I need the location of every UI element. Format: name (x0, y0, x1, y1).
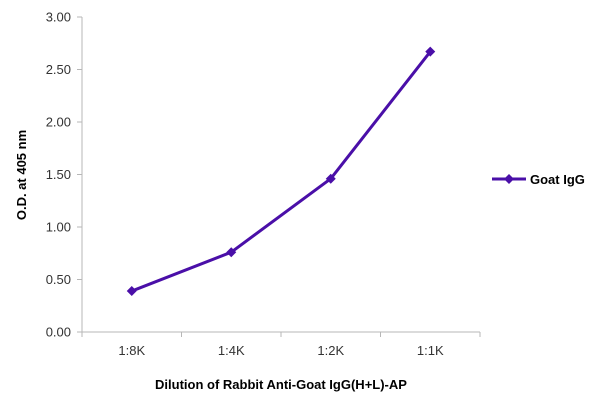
x-tick-label: 1:1K (417, 343, 444, 358)
y-tick-label: 2.50 (46, 62, 71, 77)
legend: Goat IgG (492, 172, 585, 187)
x-tick-label: 1:4K (218, 343, 245, 358)
x-axis-title: Dilution of Rabbit Anti-Goat IgG(H+L)-AP (155, 377, 407, 392)
y-tick-label: 1.00 (46, 220, 71, 235)
y-tick-label: 0.00 (46, 325, 71, 340)
legend-label: Goat IgG (530, 172, 585, 187)
series-line (131, 50, 432, 293)
y-axis-title: O.D. at 405 nm (14, 130, 29, 220)
y-axis-ticks: 0.00 0.50 1.00 1.50 2.00 2.50 3.00 (46, 10, 82, 340)
x-tick-label: 1:2K (317, 343, 344, 358)
series-goat-igg (126, 46, 436, 297)
x-axis-ticks: 1:8K 1:4K 1:2K 1:1K (81, 332, 481, 358)
y-tick-label: 0.50 (46, 272, 71, 287)
data-point (325, 173, 336, 184)
x-tick-label: 1:8K (118, 343, 145, 358)
data-point (226, 247, 237, 258)
y-tick-label: 1.50 (46, 167, 71, 182)
data-point (425, 46, 436, 57)
y-tick-label: 2.00 (46, 115, 71, 130)
y-tick-label: 3.00 (46, 10, 71, 25)
legend-marker (504, 174, 514, 184)
data-point (126, 286, 137, 297)
